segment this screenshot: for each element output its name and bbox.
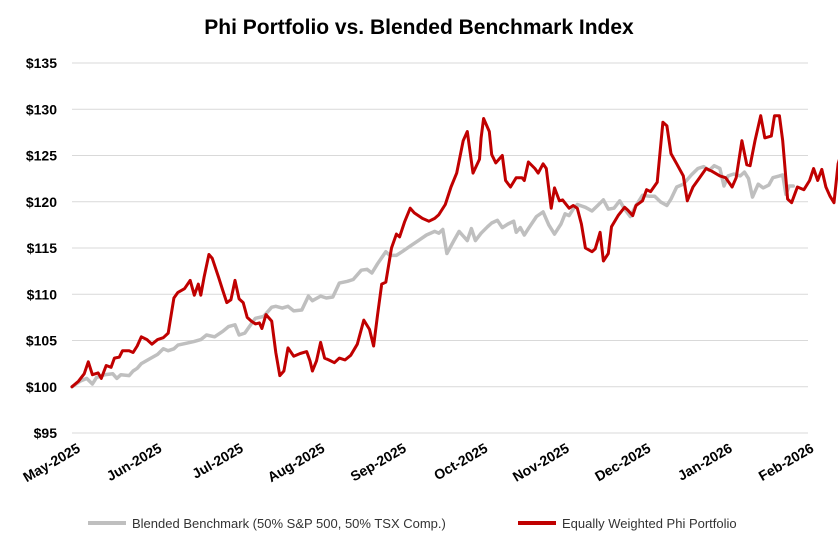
x-tick-label: Nov-2025 <box>510 440 572 485</box>
y-tick-label: $115 <box>27 240 58 256</box>
x-tick-label: Dec-2025 <box>592 440 653 485</box>
y-tick-label: $120 <box>26 194 57 210</box>
x-axis-tick-labels: May-2025 Jun-2025 Jul-2025 Aug-2025 Sep-2025… <box>20 440 816 485</box>
x-tick-label: Jun-2025 <box>104 440 165 484</box>
x-tick-label: Jul-2025 <box>189 440 246 482</box>
y-tick-label: $125 <box>26 148 57 164</box>
y-tick-label: $130 <box>26 101 57 117</box>
series-line-benchmark <box>70 163 796 389</box>
y-tick-label: $100 <box>26 379 57 395</box>
y-tick-label: $95 <box>34 425 58 441</box>
series-line-portfolio <box>70 114 838 389</box>
legend-label-benchmark: Blended Benchmark (50% S&P 500, 50% TSX … <box>132 516 446 531</box>
y-tick-label: $135 <box>26 55 57 71</box>
x-tick-label: Aug-2025 <box>265 440 328 485</box>
series-lines <box>70 114 838 389</box>
y-axis-tick-labels: $95 $100 $105 $110 $115 $120 $125 $130 $135 <box>26 55 57 441</box>
x-tick-label: Oct-2025 <box>431 440 490 484</box>
chart-title: Phi Portfolio vs. Blended Benchmark Inde… <box>204 16 634 39</box>
x-tick-label: May-2025 <box>20 440 83 485</box>
gridlines <box>72 62 808 434</box>
x-tick-label: Jan-2026 <box>675 440 735 484</box>
y-tick-label: $105 <box>26 333 57 349</box>
y-tick-label: $110 <box>27 286 58 302</box>
x-tick-label: Feb-2026 <box>756 440 817 484</box>
legend-label-portfolio: Equally Weighted Phi Portfolio <box>562 516 737 531</box>
legend: Blended Benchmark (50% S&P 500, 50% TSX … <box>88 516 737 531</box>
x-tick-label: Sep-2025 <box>347 440 408 485</box>
